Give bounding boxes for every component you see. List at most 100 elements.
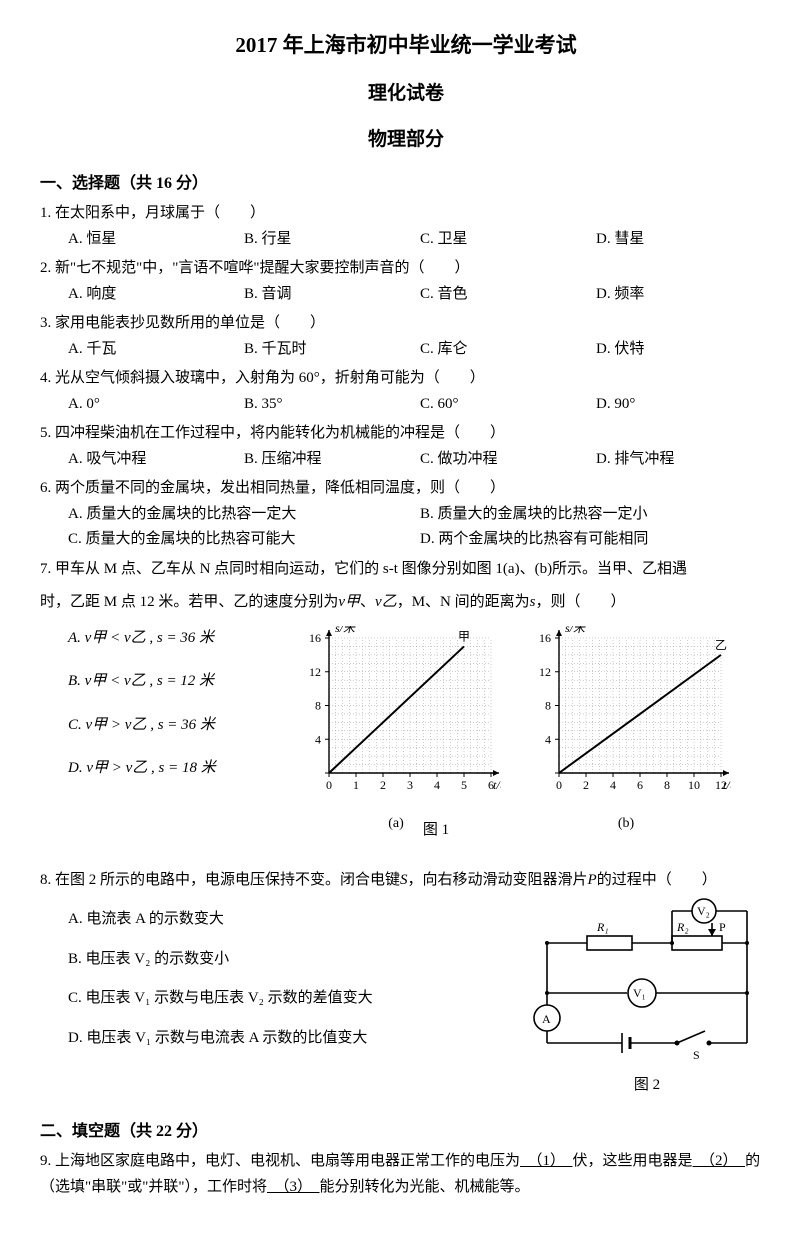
q4-opt-d: D. 90°	[596, 392, 772, 418]
q5-opt-d: D. 排气冲程	[596, 447, 772, 473]
subtitle-1: 理化试卷	[40, 78, 772, 110]
q1-stem: 1. 在太阳系中，月球属于（ ）	[40, 201, 772, 227]
q4-opt-a: A. 0°	[68, 392, 244, 418]
circuit-diagram: SR₁R₂PV₂V₁A	[527, 893, 767, 1063]
svg-text:4: 4	[610, 778, 616, 792]
q6-opt-c: C. 质量大的金属块的比热容可能大	[68, 527, 420, 553]
svg-text:4: 4	[545, 732, 551, 746]
svg-text:8: 8	[664, 778, 670, 792]
q2-opt-d: D. 频率	[596, 282, 772, 308]
question-8: 8. 在图 2 所示的电路中，电源电压保持不变。闭合电键 S ，向右移动滑动变阻器滑…	[40, 868, 772, 1099]
q8-stem-p1: 8. 在图 2 所示的电路中，电源电压保持不变。闭合电键	[40, 872, 400, 888]
q7-opt-d: D. v甲 > v乙 , s = 18 米	[68, 756, 240, 782]
svg-text:8: 8	[545, 698, 551, 712]
q8-P: P	[588, 872, 597, 888]
q1-opt-c: C. 卫星	[420, 227, 596, 253]
q5-opt-c: C. 做功冲程	[420, 447, 596, 473]
q6-opt-b: B. 质量大的金属块的比热容一定小	[420, 502, 772, 528]
q3-opt-c: C. 库仑	[420, 337, 596, 363]
q7-stem-part4: ，M、N 间的距离为	[397, 594, 530, 610]
svg-text:8: 8	[315, 698, 321, 712]
svg-text:16: 16	[309, 631, 321, 645]
svg-text:P: P	[719, 920, 726, 934]
q8-stem-p3: 的过程中（ ）	[597, 872, 717, 888]
question-9: 9. 上海地区家庭电路中，电灯、电视机、电扇等用电器正常工作的电压为 （1） 伏…	[40, 1149, 772, 1200]
svg-text:R₂: R₂	[676, 920, 689, 934]
q6-stem: 6. 两个质量不同的金属块，发出相同热量，降低相同温度，则（ ）	[40, 476, 772, 502]
svg-text:0: 0	[556, 778, 562, 792]
q1-opt-a: A. 恒星	[68, 227, 244, 253]
q7-stem-line1: 7. 甲车从 M 点、乙车从 N 点同时相向运动，它们的 s-t 图像分别如图 …	[40, 557, 772, 583]
svg-text:16: 16	[539, 631, 551, 645]
q8-opt-d: D. 电压表 V₁ 示数与电流表 A 示数的比值变大	[68, 1026, 506, 1052]
q9-blank1: （1）	[520, 1153, 573, 1169]
fig2-label: 图 2	[522, 1073, 772, 1099]
svg-text:V₁: V₁	[633, 986, 646, 1000]
q8-opt-c: C. 电压表 V₁ 示数与电压表 V₂ 示数的差值变大	[68, 986, 506, 1012]
q7-stem-part3: 、	[360, 594, 375, 610]
q7-vjia: v甲	[338, 594, 360, 610]
svg-text:2: 2	[583, 778, 589, 792]
svg-text:2: 2	[380, 778, 386, 792]
q2-opt-a: A. 响度	[68, 282, 244, 308]
subtitle-2: 物理部分	[40, 124, 772, 156]
chart-a-caption: (a)	[291, 812, 501, 836]
question-5: 5. 四冲程柴油机在工作过程中，将内能转化为机械能的冲程是（ ） A. 吸气冲程…	[40, 421, 772, 472]
q9-blank2: （2）	[693, 1153, 746, 1169]
svg-text:6: 6	[637, 778, 643, 792]
q3-opt-a: A. 千瓦	[68, 337, 244, 363]
q7-opt-b: B. v甲 < v乙 , s = 12 米	[68, 669, 240, 695]
svg-text:t/秒: t/秒	[723, 778, 731, 792]
svg-text:3: 3	[407, 778, 413, 792]
q5-stem: 5. 四冲程柴油机在工作过程中，将内能转化为机械能的冲程是（ ）	[40, 421, 772, 447]
chart-a-svg: 0123456481216s/米t/秒甲	[291, 626, 501, 801]
q2-opt-c: C. 音色	[420, 282, 596, 308]
svg-text:A: A	[542, 1012, 551, 1026]
q9-p1: 9. 上海地区家庭电路中，电灯、电视机、电扇等用电器正常工作的电压为	[40, 1153, 520, 1169]
q2-opt-b: B. 音调	[244, 282, 420, 308]
q9-p4: 能分别转化为光能、机械能等。	[320, 1179, 530, 1195]
q4-stem: 4. 光从空气倾斜摄入玻璃中，入射角为 60°，折射角可能为（ ）	[40, 366, 772, 392]
q7-chart-a: 0123456481216s/米t/秒甲 (a)	[291, 626, 501, 836]
svg-text:S: S	[693, 1048, 700, 1062]
q3-opt-b: B. 千瓦时	[244, 337, 420, 363]
q8-stem-p2: ，向右移动滑动变阻器滑片	[408, 872, 588, 888]
svg-text:10: 10	[688, 778, 700, 792]
q7-stem-line2: 时，乙距 M 点 12 米。若甲、乙的速度分别为v甲、v乙，M、N 间的距离为s…	[40, 590, 772, 616]
q9-p2: 伏，这些用电器是	[573, 1153, 693, 1169]
svg-text:4: 4	[434, 778, 440, 792]
question-2: 2. 新"七不规范"中，"言语不喧哗"提醒大家要控制声音的（ ） A. 响度 B…	[40, 256, 772, 307]
q8-opt-b: B. 电压表 V₂ 的示数变小	[68, 947, 506, 973]
chart-b-caption: (b)	[521, 812, 731, 836]
q6-opt-d: D. 两个金属块的比热容有可能相同	[420, 527, 772, 553]
q5-opt-b: B. 压缩冲程	[244, 447, 420, 473]
svg-text:甲: 甲	[458, 629, 470, 643]
q8-opt-a: A. 电流表 A 的示数变大	[68, 907, 506, 933]
q8-stem: 8. 在图 2 所示的电路中，电源电压保持不变。闭合电键S，向右移动滑动变阻器滑…	[40, 868, 772, 894]
section-2-heading: 二、填空题（共 22 分）	[40, 1118, 772, 1145]
svg-text:1: 1	[353, 778, 359, 792]
chart-b-svg: 024681012481216s/米t/秒乙	[521, 626, 731, 801]
q6-opt-a: A. 质量大的金属块的比热容一定大	[68, 502, 420, 528]
svg-text:0: 0	[326, 778, 332, 792]
svg-text:乙: 乙	[715, 638, 727, 652]
q1-opt-b: B. 行星	[244, 227, 420, 253]
q7-stem-part2: 时，乙距 M 点 12 米。若甲、乙的速度分别为	[40, 594, 338, 610]
svg-text:12: 12	[309, 665, 321, 679]
q9-blank3: （3）	[267, 1179, 320, 1195]
q7-opt-c: C. v甲 > v乙 , s = 36 米	[68, 713, 240, 739]
svg-text:t/秒: t/秒	[493, 778, 501, 792]
question-1: 1. 在太阳系中，月球属于（ ） A. 恒星 B. 行星 C. 卫星 D. 彗星	[40, 201, 772, 252]
q7-chart-b: 024681012481216s/米t/秒乙 (b)	[521, 626, 731, 836]
q7-stem-part5: ，则（ ）	[535, 594, 625, 610]
svg-text:V₂: V₂	[697, 904, 710, 918]
svg-text:s/米: s/米	[565, 626, 587, 635]
main-title: 2017 年上海市初中毕业统一学业考试	[40, 28, 772, 64]
q2-stem: 2. 新"七不规范"中，"言语不喧哗"提醒大家要控制声音的（ ）	[40, 256, 772, 282]
svg-text:5: 5	[461, 778, 467, 792]
q3-opt-d: D. 伏特	[596, 337, 772, 363]
svg-text:s/米: s/米	[335, 626, 357, 635]
question-7: 7. 甲车从 M 点、乙车从 N 点同时相向运动，它们的 s-t 图像分别如图 …	[40, 557, 772, 844]
q5-opt-a: A. 吸气冲程	[68, 447, 244, 473]
svg-text:12: 12	[539, 665, 551, 679]
